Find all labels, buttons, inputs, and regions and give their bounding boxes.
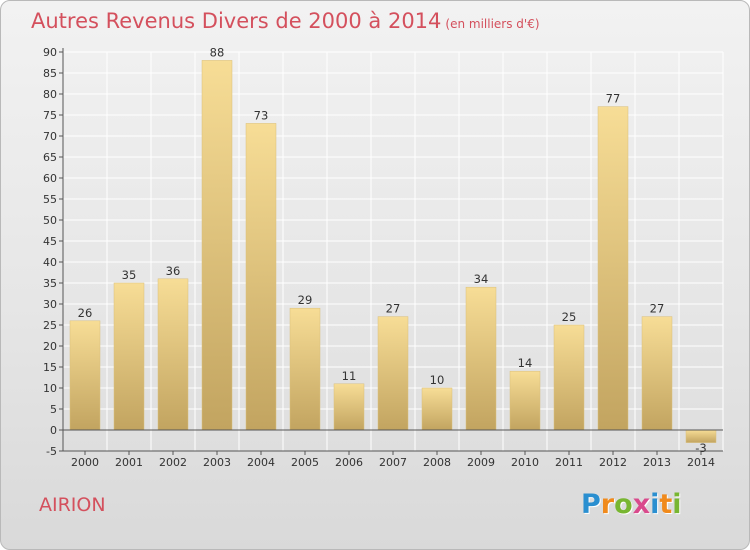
y-tick-label: 40: [43, 256, 57, 269]
y-tick-label: 85: [43, 67, 57, 80]
x-tick-label: 2007: [379, 456, 407, 469]
bar: [421, 387, 453, 431]
proxiti-logo: Proxiti: [581, 489, 682, 520]
data-label: -3: [695, 441, 706, 455]
bar: [289, 307, 321, 431]
x-tick-label: 2012: [599, 456, 627, 469]
y-tick-label: 20: [43, 340, 57, 353]
x-tick-label: 2011: [555, 456, 583, 469]
y-tick-label: 65: [43, 151, 57, 164]
bar: [333, 383, 365, 431]
x-tick-label: 2010: [511, 456, 539, 469]
logo-letter: P: [581, 489, 601, 520]
bar: [201, 60, 233, 431]
x-tick-label: 2005: [291, 456, 319, 469]
labels: 26 35 36 88 73 29 11 27 10 34 14 25 77 27 -3: [78, 45, 707, 455]
data-label: 77: [606, 92, 621, 106]
y-tick-label: 90: [43, 46, 57, 59]
bar: [597, 106, 629, 431]
bar: [245, 123, 277, 431]
logo-letter: i: [650, 489, 660, 520]
bar: [377, 316, 409, 431]
bar: [157, 278, 189, 431]
logo-letter: o: [614, 489, 633, 520]
axes: -5 0 5 10 15 20 25 30 35 40 45 50 55 60 65 70 75 80 85 90 20…: [43, 46, 723, 469]
y-tick-label: 0: [50, 424, 57, 437]
bar: [465, 286, 497, 431]
data-label: 29: [298, 293, 313, 307]
logo-letter: r: [600, 489, 615, 520]
y-tick-label: 25: [43, 319, 57, 332]
x-tick-label: 2001: [115, 456, 143, 469]
y-tick-label: 55: [43, 193, 57, 206]
x-tick-label: 2008: [423, 456, 451, 469]
logo-letter: x: [632, 489, 651, 520]
x-tick-label: 2013: [643, 456, 671, 469]
y-tick-label: 75: [43, 109, 57, 122]
x-tick-label: 2004: [247, 456, 275, 469]
data-label: 88: [210, 45, 225, 59]
x-tick-label: 2009: [467, 456, 495, 469]
bar: [113, 282, 145, 431]
y-tick-label: 70: [43, 130, 57, 143]
x-tick-label: 2014: [687, 456, 715, 469]
y-tick-label: 35: [43, 277, 57, 290]
data-label: 34: [474, 272, 489, 286]
y-tick-label: 50: [43, 214, 57, 227]
chart-subtitle: (en milliers d'€): [445, 17, 540, 31]
data-label: 25: [562, 310, 577, 324]
chart-title-text: Autres Revenus Divers de 2000 à 2014: [31, 9, 442, 33]
data-label: 73: [254, 108, 269, 122]
logo-letter: t: [659, 489, 673, 520]
x-tick-label: 2002: [159, 456, 187, 469]
data-label: 26: [78, 306, 93, 320]
x-tick-label: 2000: [71, 456, 99, 469]
bar: [553, 324, 585, 431]
y-tick-label: -5: [46, 445, 57, 458]
location-name: AIRION: [39, 494, 106, 516]
data-label: 27: [386, 302, 401, 316]
y-tick-label: 60: [43, 172, 57, 185]
data-label: 11: [342, 369, 357, 383]
y-tick-label: 80: [43, 88, 57, 101]
y-tick-label: 45: [43, 235, 57, 248]
data-label: 36: [166, 264, 181, 278]
y-tick-label: 30: [43, 298, 57, 311]
y-tick-label: 10: [43, 382, 57, 395]
data-label: 10: [430, 373, 445, 387]
bars: [69, 60, 717, 443]
bar: [641, 316, 673, 431]
bar: [509, 370, 541, 431]
y-tick-label: 15: [43, 361, 57, 374]
logo-letter: i: [672, 489, 682, 520]
chart-title: Autres Revenus Divers de 2000 à 2014 (en …: [31, 9, 540, 33]
x-tick-label: 2003: [203, 456, 231, 469]
data-label: 35: [122, 268, 137, 282]
data-label: 14: [518, 356, 533, 370]
x-tick-label: 2006: [335, 456, 363, 469]
y-tick-label: 5: [50, 403, 57, 416]
bar: [69, 320, 101, 431]
data-label: 27: [650, 302, 665, 316]
